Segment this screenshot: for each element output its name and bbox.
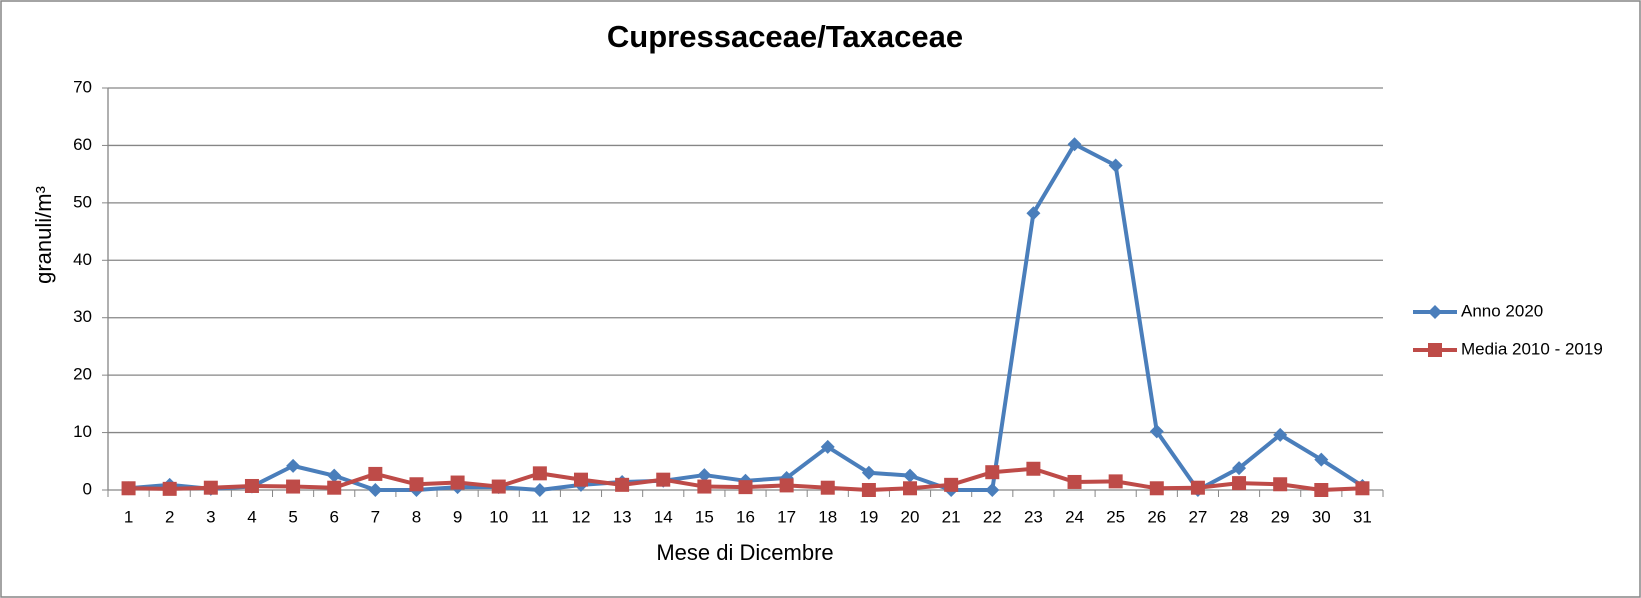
y-tick-label: 10 [73,422,92,441]
marker [327,468,342,483]
marker [1355,481,1370,496]
y-tick-label: 60 [73,135,92,154]
x-tick-label: 10 [489,507,508,526]
marker [244,478,259,493]
x-tick-label: 20 [901,507,920,526]
x-tick-label: 26 [1147,507,1166,526]
marker [738,480,753,495]
marker [985,483,1000,497]
marker [1314,483,1329,497]
marker [1149,481,1164,496]
marker [615,477,630,492]
marker [944,477,959,492]
marker [203,480,218,495]
marker [1067,474,1082,489]
marker [368,466,383,481]
legend-label: Media 2010 - 2019 [1461,339,1603,358]
legend-marker [1428,305,1442,319]
marker [1026,461,1041,476]
x-tick-label: 23 [1024,507,1043,526]
y-tick-label: 40 [73,250,92,269]
x-tick-label: 30 [1312,507,1331,526]
marker [1149,424,1164,439]
marker [532,466,547,481]
marker [820,480,835,495]
marker [697,479,712,494]
legend-label: Anno 2020 [1461,301,1543,320]
x-tick-label: 16 [736,507,755,526]
x-tick-label: 11 [531,507,549,526]
marker [861,483,876,497]
x-tick-label: 24 [1065,507,1084,526]
x-tick-label: 28 [1230,507,1249,526]
marker [1232,476,1247,491]
marker [903,468,918,483]
marker [1232,461,1247,476]
x-axis-label: Mese di Dicembre [656,540,833,565]
marker [162,481,177,496]
x-tick-label: 2 [165,507,174,526]
marker [1273,477,1288,492]
marker [1190,480,1205,495]
x-tick-label: 21 [942,507,961,526]
y-tick-label: 30 [73,307,92,326]
marker [820,439,835,454]
x-tick-label: 7 [371,507,380,526]
marker [1108,158,1123,173]
marker [697,468,712,483]
marker [903,481,918,496]
y-tick-label: 0 [83,479,92,498]
chart-title: Cupressaceae/Taxaceae [607,19,963,54]
x-tick-label: 15 [695,507,714,526]
x-tick-label: 27 [1188,507,1207,526]
marker [532,483,547,497]
marker [286,458,301,473]
marker [1314,452,1329,467]
x-tick-label: 25 [1106,507,1125,526]
x-tick-label: 19 [859,507,878,526]
marker [1026,206,1041,221]
marker [779,478,794,493]
x-tick-label: 14 [654,507,673,526]
marker [573,472,588,487]
x-tick-label: 9 [453,507,462,526]
marker [491,479,506,494]
y-tick-label: 20 [73,365,92,384]
marker [327,480,342,495]
x-tick-label: 18 [818,507,837,526]
marker [1273,427,1288,442]
x-tick-label: 8 [412,507,421,526]
legend-marker [1428,343,1442,357]
x-tick-label: 3 [206,507,215,526]
marker [1108,474,1123,489]
marker [861,465,876,480]
x-tick-label: 1 [124,507,133,526]
x-tick-label: 5 [288,507,297,526]
x-tick-label: 12 [572,507,591,526]
x-tick-label: 31 [1353,507,1372,526]
x-tick-label: 13 [613,507,632,526]
marker [286,479,301,494]
marker [121,481,136,496]
marker [985,465,1000,480]
marker [1067,137,1082,152]
marker [368,483,383,497]
y-tick-label: 70 [73,77,92,96]
x-tick-label: 4 [247,507,256,526]
marker [409,477,424,492]
y-tick-label: 50 [73,192,92,211]
x-tick-label: 29 [1271,507,1290,526]
marker [450,475,465,490]
x-tick-label: 17 [777,507,796,526]
x-tick-label: 22 [983,507,1002,526]
x-tick-label: 6 [329,507,338,526]
y-axis-label: granuli/m³ [31,186,56,284]
marker [656,472,671,487]
